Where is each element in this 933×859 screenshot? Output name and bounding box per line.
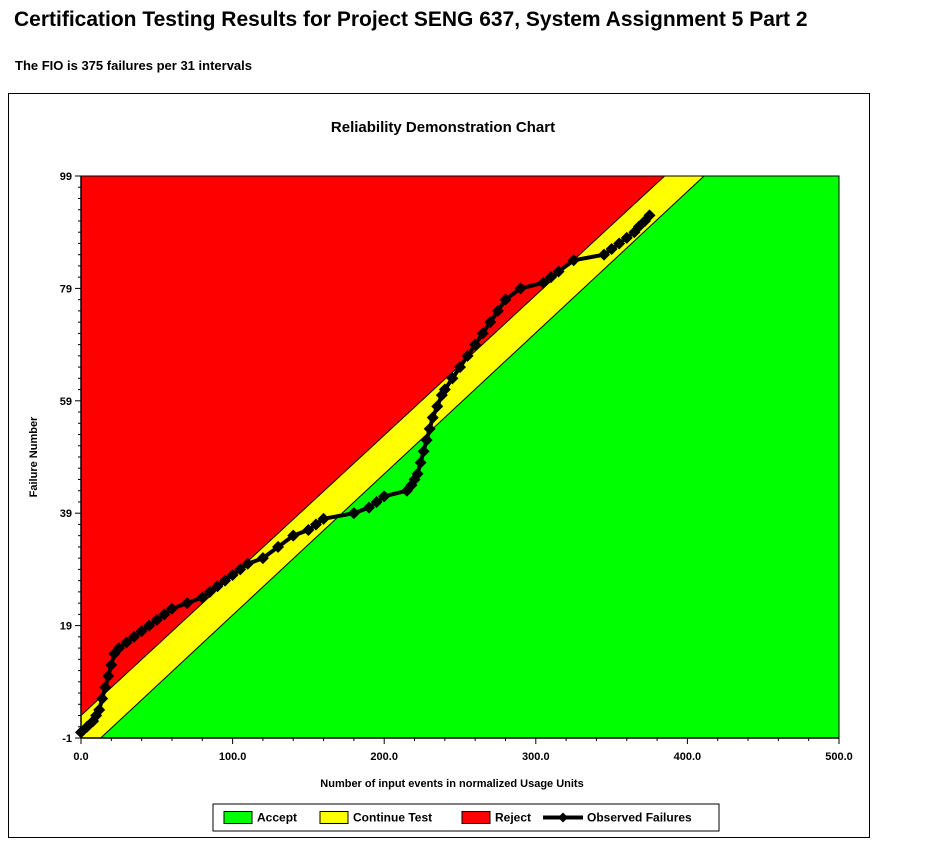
legend-label: Accept	[257, 811, 297, 825]
observed-failure-point	[469, 338, 482, 351]
x-tick-label: 300.0	[522, 751, 550, 763]
y-tick-label: 59	[60, 396, 72, 408]
observed-failure-point	[287, 529, 300, 542]
observed-failure-point	[420, 434, 433, 447]
observed-failure-point	[196, 591, 209, 604]
legend-label: Continue Test	[353, 811, 432, 825]
observed-failure-point	[417, 445, 430, 458]
observed-failure-point	[431, 400, 444, 413]
observed-failure-point	[158, 608, 171, 621]
observed-failure-point	[426, 411, 439, 424]
y-tick-label: 79	[60, 283, 72, 295]
observed-failure-point	[491, 304, 504, 317]
observed-failure-point	[438, 383, 451, 396]
continue-test-region	[81, 176, 705, 738]
x-axis-label: Number of input events in normalized Usa…	[320, 778, 583, 790]
observed-failure-point	[309, 518, 322, 531]
legend-swatch	[461, 811, 491, 824]
legend-label: Reject	[495, 811, 531, 825]
x-tick-label: 400.0	[674, 751, 702, 763]
observed-failure-point	[499, 293, 512, 306]
observed-failure-point	[226, 569, 239, 582]
observed-failure-point	[544, 271, 557, 284]
observed-failure-point	[203, 585, 216, 598]
observed-failure-point	[302, 524, 315, 537]
observed-failure-point	[211, 580, 224, 593]
accept-region	[81, 176, 839, 738]
observed-failure-point	[537, 276, 550, 289]
observed-failure-point	[234, 563, 247, 576]
observed-failure-point	[112, 642, 125, 655]
observed-failure-point	[181, 597, 194, 610]
observed-failure-point	[454, 361, 466, 374]
observed-failure-point	[135, 625, 148, 638]
x-tick-label: 500.0	[825, 751, 853, 763]
observed-failure-point	[96, 692, 109, 705]
observed-failure-point	[638, 214, 651, 227]
observed-failure-point	[446, 372, 459, 385]
observed-failure-point	[120, 636, 133, 649]
observed-failure-point	[165, 602, 178, 615]
page-title: Certification Testing Results for Projec…	[14, 8, 808, 31]
observed-failure-point	[411, 467, 424, 480]
observed-failure-point	[620, 231, 633, 244]
x-tick-label: 0.0	[73, 751, 88, 763]
y-axis-label: Failure Number	[28, 416, 40, 497]
accept-boundary-line	[100, 175, 705, 739]
observed-failure-point	[272, 540, 285, 553]
legend-label: Observed Failures	[587, 811, 692, 825]
observed-failure-point	[423, 422, 436, 435]
observed-failure-point	[347, 507, 360, 520]
observed-failure-point	[370, 495, 383, 508]
observed-failure-point	[514, 282, 527, 295]
plot-regions	[80, 175, 840, 739]
observed-failure-point	[256, 552, 269, 565]
chart-frame: Reliability Demonstration Chart -1 19 39 59…	[8, 93, 870, 838]
y-tick-label: 99	[60, 171, 72, 183]
y-tick-label: -1	[62, 733, 72, 745]
observed-failure-point	[552, 265, 565, 278]
observed-failure-point	[128, 630, 141, 643]
x-axis: 0.0 100.0 200.0 300.0 400.0 500.0	[73, 737, 853, 763]
observed-failure-point	[605, 243, 618, 256]
legend-marker	[558, 812, 568, 823]
observed-failure-point	[476, 327, 489, 340]
observed-failures-series	[75, 209, 656, 739]
x-tick-label: 100.0	[219, 751, 247, 763]
observed-failure-point	[414, 456, 427, 469]
observed-failure-point	[219, 574, 232, 587]
observed-failure-point	[150, 613, 163, 626]
chart-title: Reliability Demonstration Chart	[331, 119, 555, 136]
reliability-demonstration-chart: Reliability Demonstration Chart -1 19 39 59…	[28, 119, 853, 832]
observed-failure-point	[99, 681, 112, 694]
observed-failure-point	[643, 209, 656, 222]
observed-failure-point	[378, 490, 391, 503]
observed-failure-point	[484, 316, 497, 329]
observed-failure-point	[102, 670, 115, 683]
y-axis: -1 19 39 59 79 99	[60, 171, 82, 745]
observed-failure-point	[143, 619, 156, 632]
observed-failure-point	[363, 501, 376, 514]
observed-failure-point	[105, 658, 118, 671]
observed-failure-point	[613, 237, 626, 250]
x-tick-label: 200.0	[370, 751, 398, 763]
observed-failure-point	[461, 349, 474, 362]
legend-swatch	[223, 811, 253, 824]
observed-failure-point	[241, 557, 254, 570]
y-tick-label: 39	[60, 508, 72, 520]
observed-failure-point	[93, 703, 106, 716]
chart-legend: Accept Continue Test Reject Observed Failur…	[212, 803, 720, 832]
y-tick-label: 19	[60, 621, 72, 633]
observed-failure-point	[317, 512, 330, 525]
fio-summary: The FIO is 375 failures per 31 intervals	[15, 58, 252, 73]
observed-failure-point	[598, 248, 611, 261]
legend-swatch	[319, 811, 349, 824]
